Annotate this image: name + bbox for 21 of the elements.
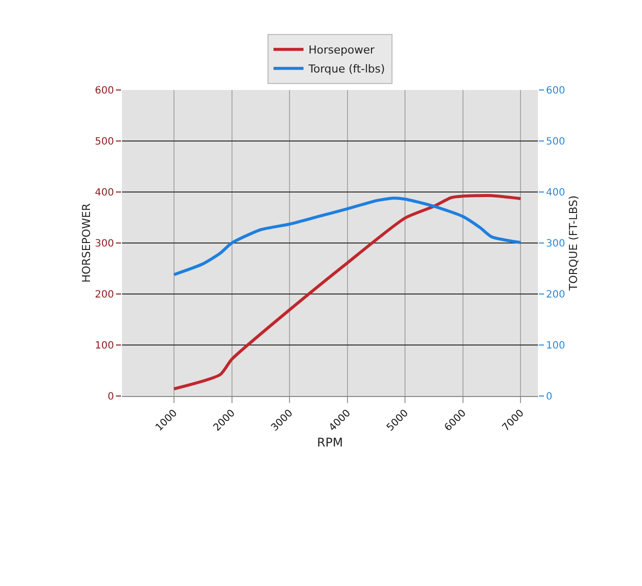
y2-tick-label: 0 [546, 392, 552, 402]
y2-tick-label: 100 [546, 340, 566, 352]
y-tick-label: 600 [94, 86, 114, 96]
y-tick-label: 100 [94, 340, 114, 352]
y-tick-label: 400 [94, 188, 114, 198]
y-axis-title: HORSEPOWER [80, 203, 93, 283]
y-tick-label: 300 [94, 238, 114, 250]
y2-tick-label: 500 [546, 136, 566, 148]
y2-tick-label: 400 [546, 188, 566, 198]
y-tick-label: 0 [108, 392, 114, 402]
y-tick-label: 500 [94, 136, 114, 148]
x-axis-title: RPM [317, 436, 343, 450]
line-series [172, 196, 522, 276]
y2-tick-label: 300 [546, 238, 566, 250]
legend-label: Horsepower [308, 44, 375, 57]
y2-tick-label: 600 [546, 86, 566, 96]
y-tick-label: 200 [94, 290, 114, 300]
y2-tick-label: 200 [546, 290, 566, 300]
y2-axis-title: TORQUE (FT-LBS) [567, 195, 580, 292]
legend-label: Torque (ft-lbs) [308, 62, 385, 76]
line-series [172, 194, 522, 390]
